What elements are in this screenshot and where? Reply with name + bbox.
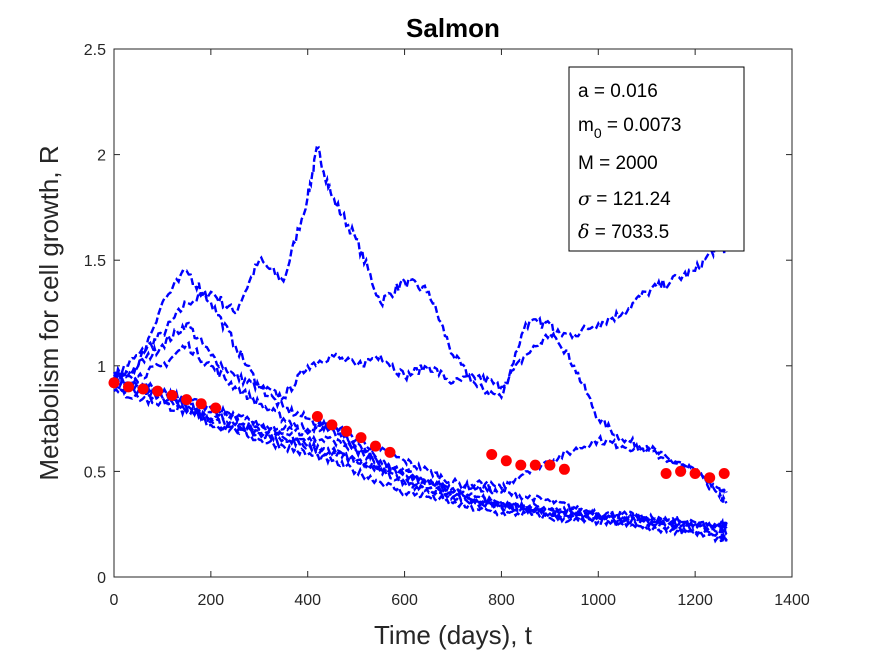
annotation-box-border <box>568 66 745 252</box>
observed-point <box>704 472 716 484</box>
x-tick-label: 1200 <box>677 592 713 609</box>
x-axis-ticks: 0 200 400 600 800 1000 1200 1400 <box>110 49 810 609</box>
annotation-a: a = 0.016 <box>578 81 658 102</box>
simulation-path-1 <box>113 145 728 504</box>
annotation-m0-value: 0.0073 <box>623 115 681 136</box>
y-axis-label: Metabolism for cell growth, R <box>34 145 64 480</box>
observed-point <box>108 377 120 389</box>
x-tick-label: 200 <box>198 592 225 609</box>
annotation-sigma-value: 121.24 <box>613 189 672 210</box>
observed-point <box>486 449 498 460</box>
observed-point <box>210 402 222 414</box>
observed-point <box>384 446 396 458</box>
annotation-M-value: 2000 <box>615 153 657 174</box>
simulation-path-8 <box>112 371 728 538</box>
observed-point <box>718 468 730 479</box>
observed-point <box>137 383 149 395</box>
annotation-m0-label: m <box>578 115 594 136</box>
observed-point <box>355 432 367 444</box>
chart-title: Salmon <box>406 13 500 43</box>
x-tick-label: 1400 <box>774 592 810 609</box>
y-axis-ticks: 0 0.5 1 1.5 2 2.5 <box>84 42 792 587</box>
x-tick-label: 400 <box>294 592 321 609</box>
annotation-m0-subscript: 0 <box>594 125 602 141</box>
observed-point <box>166 389 178 401</box>
annotation-delta-value: 7033.5 <box>611 222 669 243</box>
annotation-sigma-label: σ <box>578 188 592 210</box>
simulation-path-2 <box>113 237 728 403</box>
observed-point <box>675 465 687 477</box>
observed-markers <box>108 377 730 484</box>
parameter-annotation-box: a = 0.016 m0 = 0.0073 M = 2000 σ = 121.2… <box>568 66 745 252</box>
annotation-sigma: σ = 121.24 <box>578 188 671 210</box>
annotation-a-label: a <box>578 81 589 102</box>
observed-point <box>123 381 134 393</box>
observed-point <box>515 459 527 471</box>
annotation-M: M = 2000 <box>578 153 658 174</box>
series-layer <box>112 145 728 544</box>
observed-point <box>341 425 352 437</box>
observed-point <box>311 411 323 422</box>
x-tick-label: 0 <box>110 592 119 609</box>
x-axis-label: Time (days), t <box>374 620 533 650</box>
annotation-delta: δ = 7033.5 <box>578 221 669 243</box>
x-tick-label: 800 <box>488 592 515 609</box>
annotation-delta-label: δ <box>578 221 589 243</box>
y-tick-label: 1 <box>97 359 106 376</box>
y-tick-label: 0.5 <box>84 464 106 481</box>
observed-point <box>689 468 701 479</box>
simulation-path-6 <box>113 387 728 544</box>
observed-point <box>181 394 193 406</box>
observed-point <box>500 455 512 467</box>
observed-point <box>326 419 338 431</box>
y-tick-label: 2 <box>97 148 106 165</box>
observed-point <box>152 385 164 397</box>
x-tick-label: 600 <box>391 592 418 609</box>
x-tick-label: 1000 <box>580 592 616 609</box>
observed-point <box>529 459 541 471</box>
annotation-a-value: 0.016 <box>610 81 658 102</box>
y-tick-label: 1.5 <box>84 253 106 270</box>
y-tick-label: 0 <box>97 570 106 587</box>
observed-point <box>370 440 381 452</box>
observed-point <box>660 468 672 479</box>
observed-point <box>544 459 556 471</box>
observed-point <box>558 463 570 475</box>
annotation-M-label: M <box>578 153 594 174</box>
y-tick-label: 2.5 <box>84 42 106 59</box>
observed-point <box>195 398 207 410</box>
annotation-m0: m0 = 0.0073 <box>578 115 681 141</box>
